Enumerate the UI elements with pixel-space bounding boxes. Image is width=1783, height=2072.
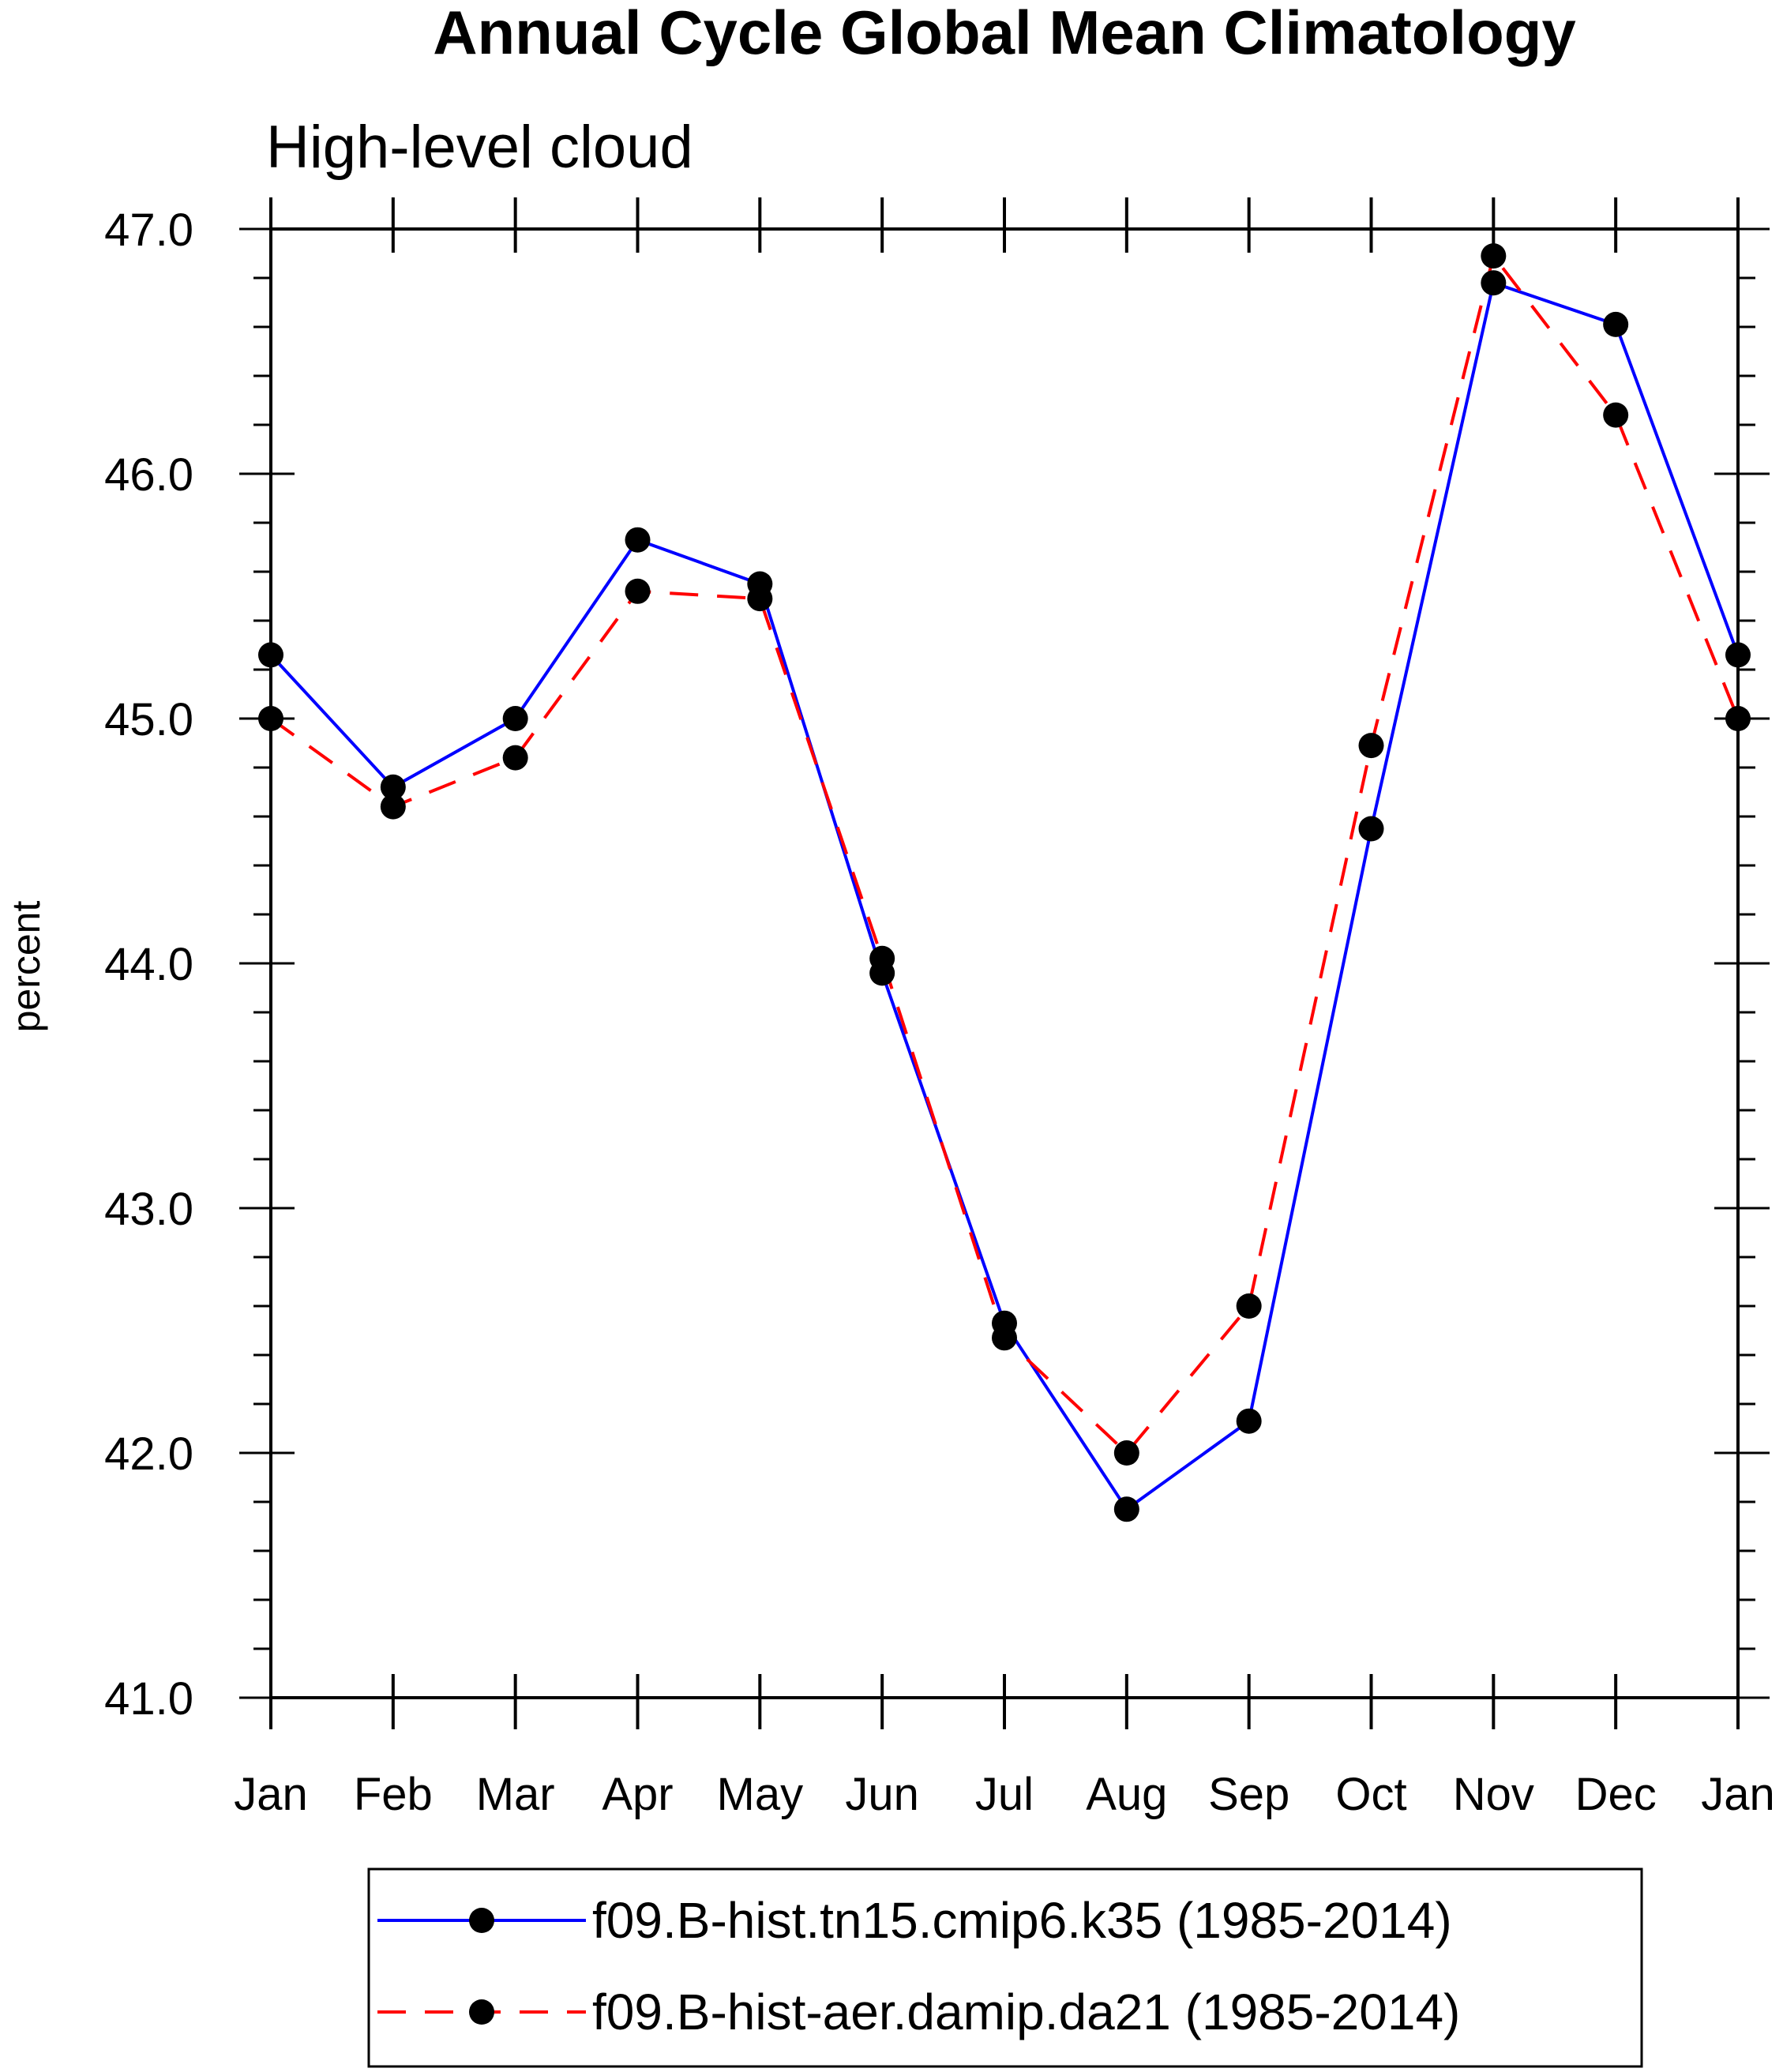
legend: f09.B-hist.tn15.cmip6.k35 (1985-2014) f0… [367,1867,1643,2068]
series-2-point [992,1325,1017,1351]
x-tick-label: Aug [1086,1769,1167,1820]
legend-box [367,1867,1643,2068]
series-2-point [380,794,406,820]
y-tick-label: 41.0 [104,1673,193,1725]
series-1-point [258,642,283,668]
x-tick-label: Oct [1335,1769,1406,1820]
x-tick-label: Sep [1208,1769,1289,1820]
legend-label-series-1: f09.B-hist.tn15.cmip6.k35 (1985-2014) [592,1892,1452,1949]
series-1-point [1725,642,1751,668]
x-tick-label: May [717,1769,804,1820]
series-2-point [502,745,528,771]
x-tick-label: Nov [1453,1769,1534,1820]
series-2-point [869,945,895,971]
legend-marker-series-2 [469,1999,494,2025]
series-1-point [1358,816,1384,842]
series-1-point [1113,1496,1139,1522]
y-axis-ticks [239,227,1770,1699]
x-axis-ticks [269,197,1740,1729]
x-tick-label: Feb [354,1769,433,1820]
plot-frame [269,227,1740,1699]
x-tick-label: Dec [1575,1769,1657,1820]
series-1-point [380,774,406,800]
y-tick-label: 47.0 [104,205,193,256]
y-tick-label: 42.0 [104,1428,193,1480]
x-tick-label: Jan [1701,1769,1775,1820]
series-2-point [1358,733,1384,759]
series-1-point [625,527,651,553]
series-2-point [1481,243,1507,269]
legend-label-series-2: f09.B-hist-aer.damip.da21 (1985-2014) [592,1984,1460,2040]
series-1-point [1603,311,1629,337]
series-1-point [502,706,528,731]
y-tick-label: 45.0 [104,694,193,745]
series-2-point [1603,402,1629,428]
y-axis-tick-labels: 41.0 42.0 43.0 44.0 45.0 46.0 47.0 [104,205,193,1725]
series-2-point [1113,1440,1139,1466]
series-2-point [258,706,283,731]
legend-marker-series-1 [469,1908,494,1933]
y-tick-label: 44.0 [104,939,193,990]
x-tick-label: Jun [845,1769,919,1820]
x-tick-label: Jan [234,1769,308,1820]
x-tick-label: Jul [975,1769,1034,1820]
series-layer [258,243,1751,1522]
y-tick-label: 43.0 [104,1184,193,1235]
series-1-point [1236,1408,1262,1434]
x-axis-tick-labels: Jan Feb Mar Apr May Jun Jul Aug Sep Oct Nov Dec Jan [234,1769,1775,1820]
series-2-point [625,578,651,604]
series-2-point [1725,706,1751,731]
series-2-point [747,586,773,612]
y-axis-label: percent [4,901,48,1033]
x-tick-label: Mar [476,1769,555,1820]
chart-title: Annual Cycle Global Mean Climatology [433,0,1576,67]
x-tick-label: Apr [602,1769,673,1820]
y-tick-label: 46.0 [104,449,193,501]
series-2-point [1236,1293,1262,1319]
series-1-point [1481,270,1507,296]
chart-subtitle: High-level cloud [266,114,693,181]
series-line-2 [269,254,1740,1455]
